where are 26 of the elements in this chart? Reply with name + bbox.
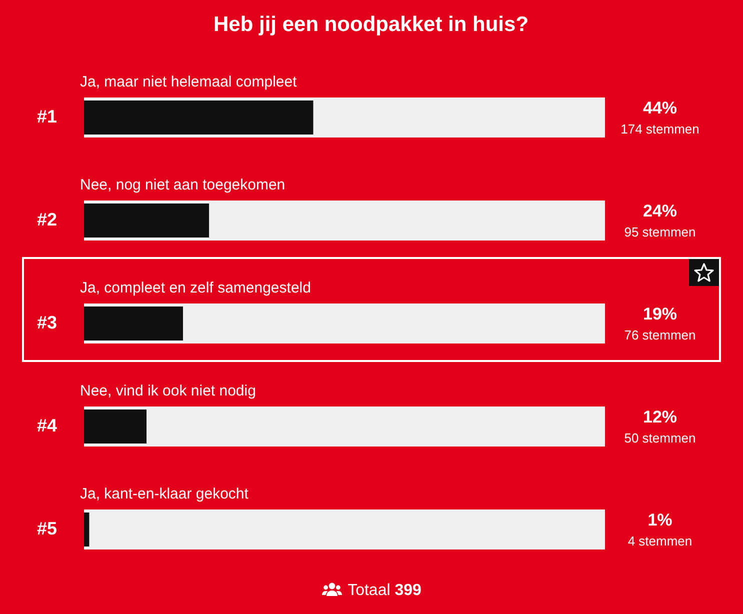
text: 50 stemmen (624, 430, 696, 446)
data-label: 12% (642, 408, 678, 426)
chart-title: Heb jij een noodpakket in huis? (213, 13, 529, 36)
bar (84, 512, 90, 546)
y-tick-label: Nee, nog niet aan toegekomen (80, 176, 286, 194)
bar (84, 204, 210, 238)
data-label: 1% (648, 510, 672, 530)
bar (84, 306, 183, 340)
y-tick-label: Ja, maar niet helemaal compleet (80, 74, 298, 90)
text: #1 (36, 106, 58, 126)
text: Totaal 399 (348, 582, 422, 599)
data-label: 19% (642, 304, 678, 324)
text: #4 (36, 416, 58, 436)
text: 4 stemmen (628, 534, 692, 548)
data-label: 44% (642, 98, 678, 118)
y-tick-label: Ja, compleet en zelf samengesteld (80, 280, 311, 296)
text: 95 stemmen (624, 224, 696, 240)
text: #3 (36, 312, 58, 332)
text: 174 stemmen (620, 122, 700, 136)
text: 76 stemmen (624, 328, 696, 342)
bar (84, 410, 147, 444)
text: #2 (36, 210, 58, 230)
text: #5 (36, 518, 58, 538)
y-tick-label: Nee, vind ik ook niet nodig (80, 382, 256, 400)
y-tick-label: Ja, kant-en-klaar gekocht (80, 486, 250, 502)
data-label: 24% (642, 202, 678, 220)
